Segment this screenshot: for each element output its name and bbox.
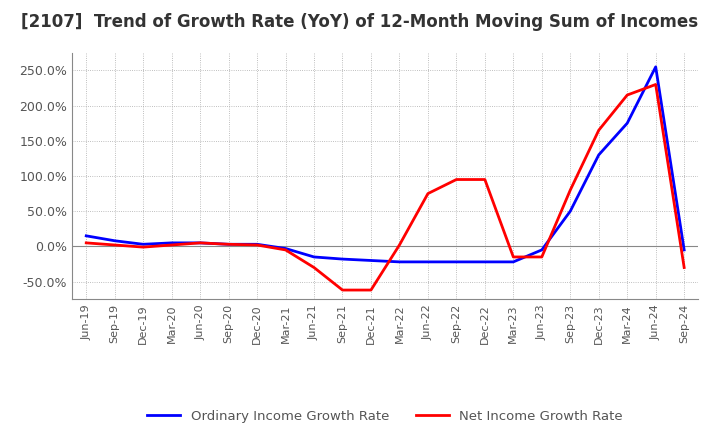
Ordinary Income Growth Rate <box>282 246 290 251</box>
Ordinary Income Growth Rate <box>680 247 688 253</box>
Net Income Growth Rate <box>167 242 176 248</box>
Net Income Growth Rate <box>537 254 546 260</box>
Ordinary Income Growth Rate <box>423 259 432 264</box>
Ordinary Income Growth Rate <box>310 254 318 260</box>
Ordinary Income Growth Rate <box>110 238 119 243</box>
Net Income Growth Rate <box>566 187 575 193</box>
Ordinary Income Growth Rate <box>366 258 375 263</box>
Net Income Growth Rate <box>366 287 375 293</box>
Legend: Ordinary Income Growth Rate, Net Income Growth Rate: Ordinary Income Growth Rate, Net Income … <box>142 404 629 428</box>
Net Income Growth Rate <box>225 242 233 247</box>
Net Income Growth Rate <box>423 191 432 196</box>
Text: [2107]  Trend of Growth Rate (YoY) of 12-Month Moving Sum of Incomes: [2107] Trend of Growth Rate (YoY) of 12-… <box>22 13 698 31</box>
Net Income Growth Rate <box>253 242 261 248</box>
Net Income Growth Rate <box>82 240 91 246</box>
Net Income Growth Rate <box>139 245 148 250</box>
Ordinary Income Growth Rate <box>167 240 176 246</box>
Ordinary Income Growth Rate <box>452 259 461 264</box>
Net Income Growth Rate <box>310 265 318 270</box>
Ordinary Income Growth Rate <box>395 259 404 264</box>
Net Income Growth Rate <box>623 92 631 98</box>
Line: Net Income Growth Rate: Net Income Growth Rate <box>86 84 684 290</box>
Net Income Growth Rate <box>395 242 404 248</box>
Net Income Growth Rate <box>595 128 603 133</box>
Ordinary Income Growth Rate <box>566 209 575 214</box>
Ordinary Income Growth Rate <box>480 259 489 264</box>
Net Income Growth Rate <box>452 177 461 182</box>
Net Income Growth Rate <box>480 177 489 182</box>
Net Income Growth Rate <box>196 240 204 246</box>
Ordinary Income Growth Rate <box>139 242 148 247</box>
Net Income Growth Rate <box>338 287 347 293</box>
Line: Ordinary Income Growth Rate: Ordinary Income Growth Rate <box>86 67 684 262</box>
Ordinary Income Growth Rate <box>253 242 261 247</box>
Ordinary Income Growth Rate <box>225 242 233 247</box>
Ordinary Income Growth Rate <box>652 64 660 70</box>
Ordinary Income Growth Rate <box>509 259 518 264</box>
Ordinary Income Growth Rate <box>595 152 603 158</box>
Ordinary Income Growth Rate <box>537 247 546 253</box>
Net Income Growth Rate <box>652 82 660 87</box>
Ordinary Income Growth Rate <box>82 233 91 238</box>
Net Income Growth Rate <box>509 254 518 260</box>
Ordinary Income Growth Rate <box>623 121 631 126</box>
Net Income Growth Rate <box>110 242 119 248</box>
Net Income Growth Rate <box>282 247 290 253</box>
Ordinary Income Growth Rate <box>338 257 347 262</box>
Net Income Growth Rate <box>680 265 688 270</box>
Ordinary Income Growth Rate <box>196 240 204 246</box>
